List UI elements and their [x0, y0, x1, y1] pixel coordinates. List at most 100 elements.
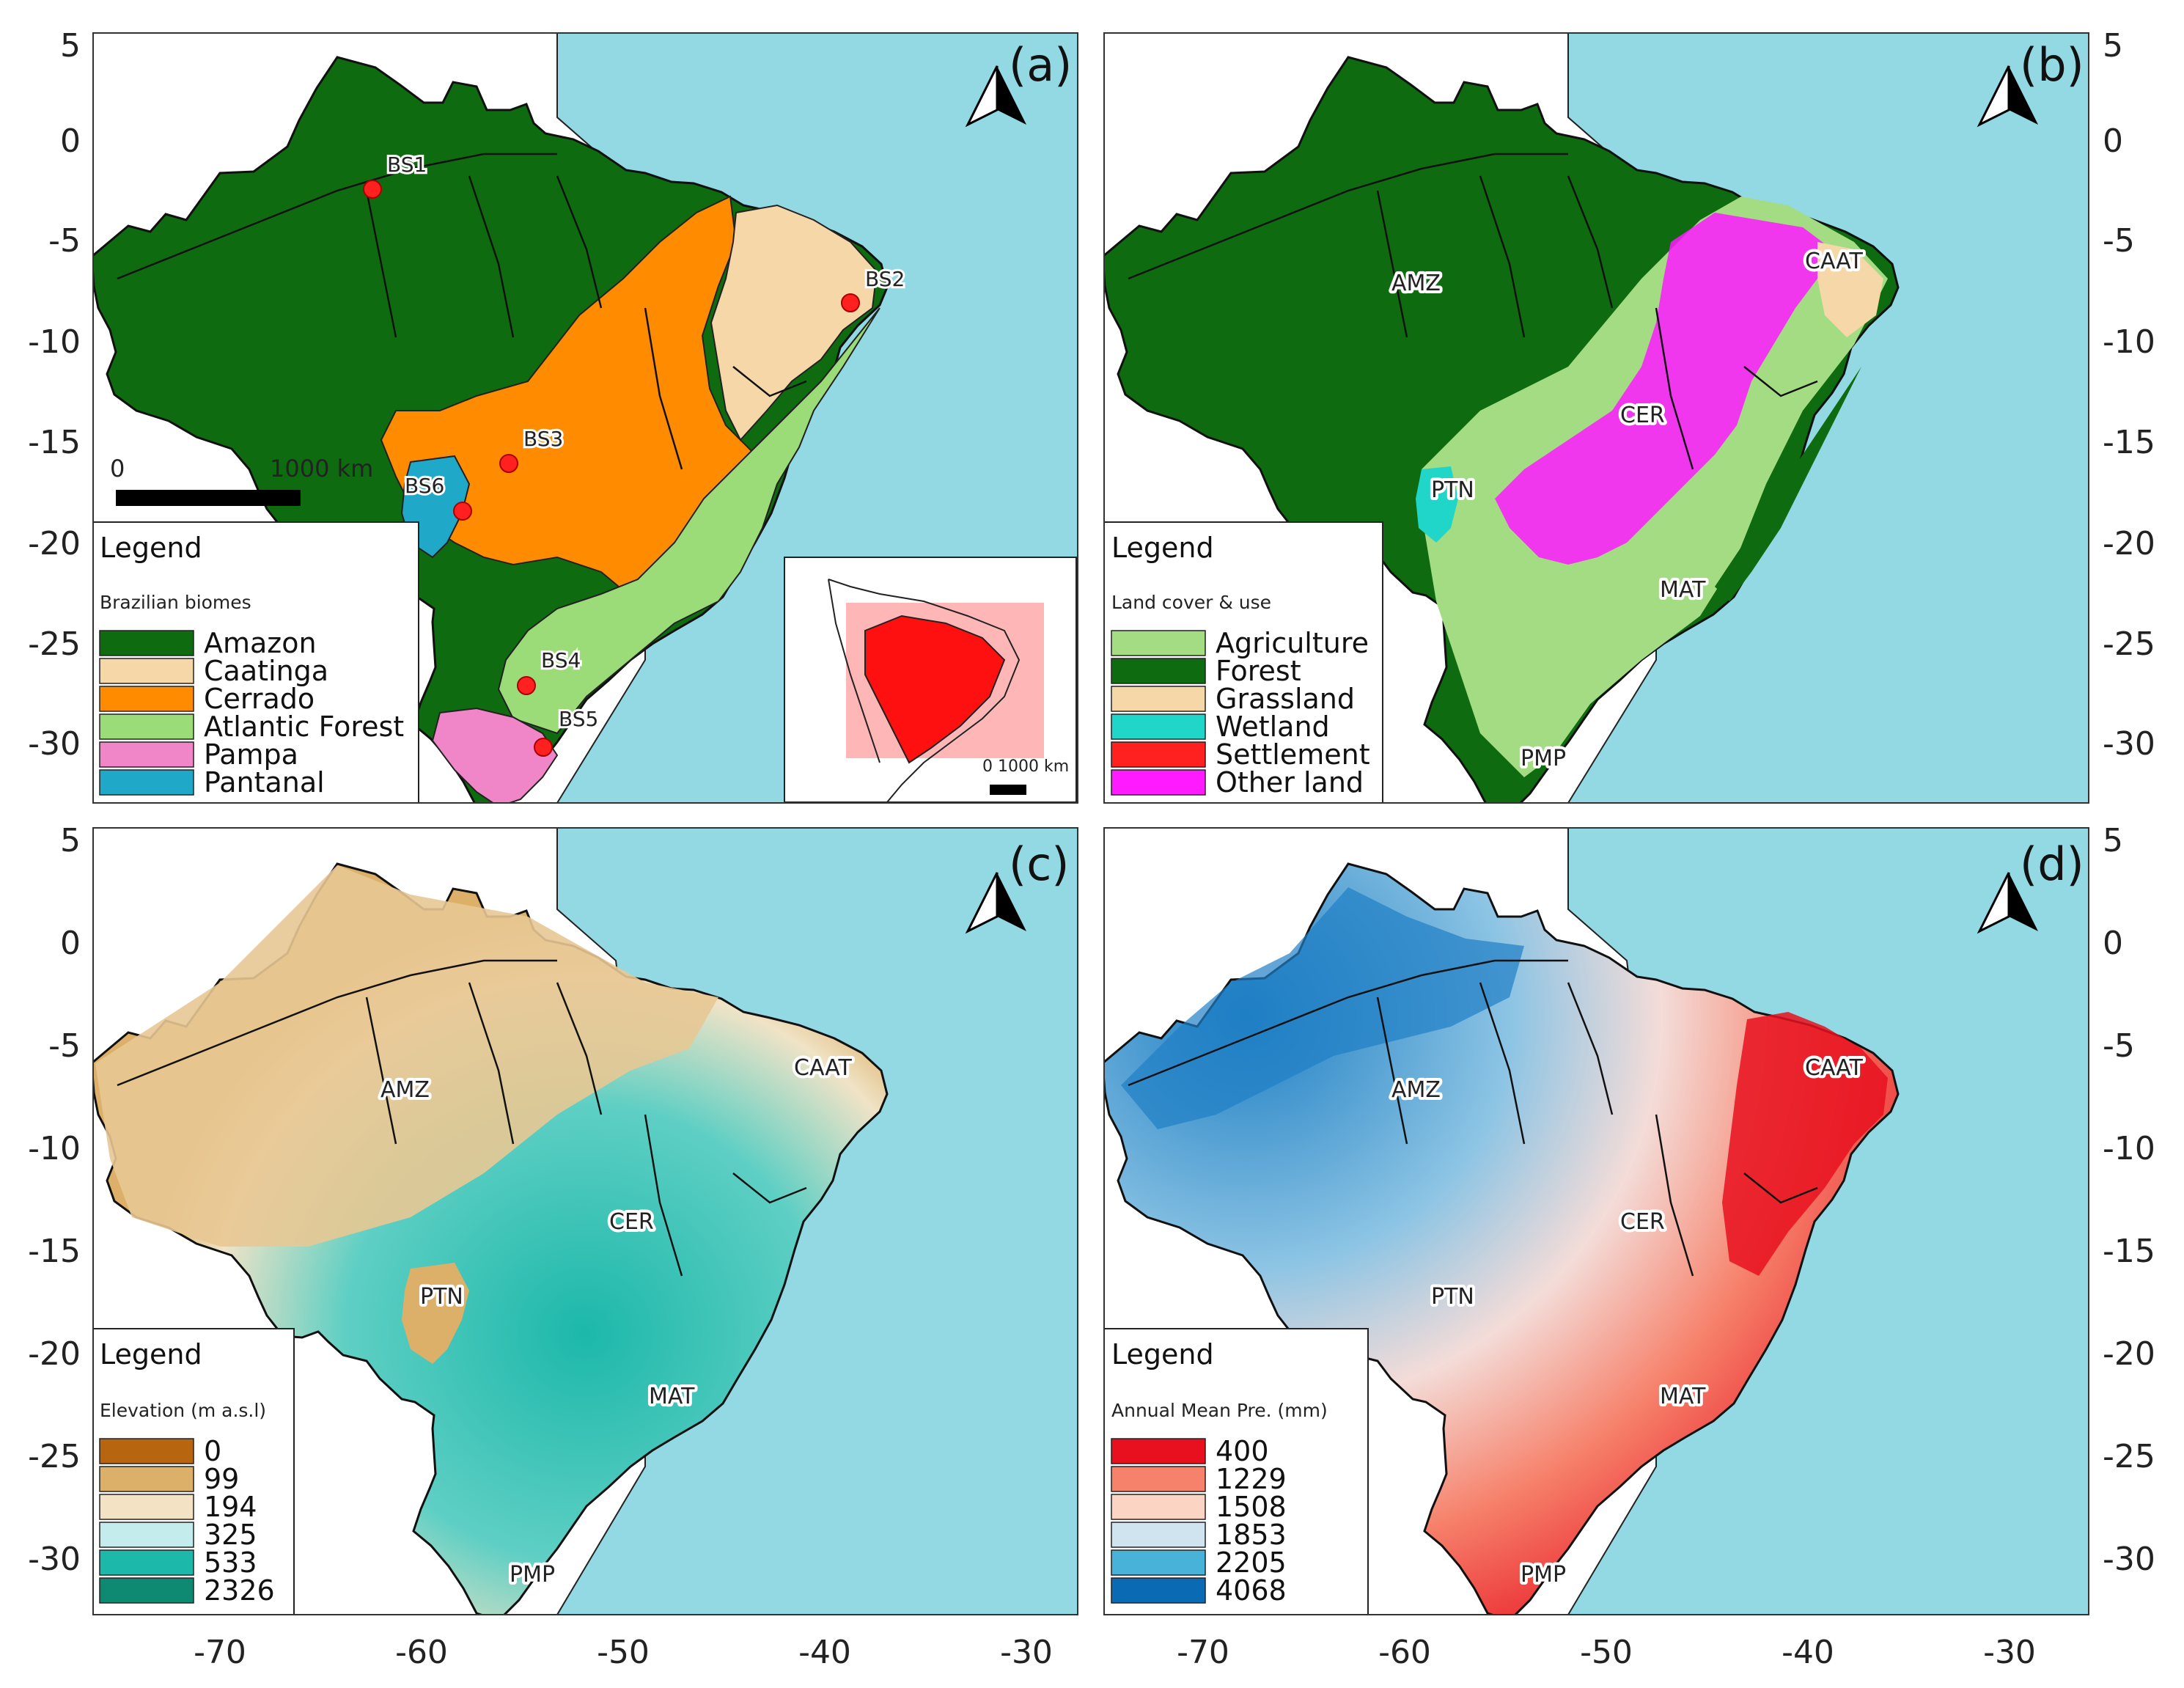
- legend-swatch: [1111, 769, 1206, 796]
- legend-item-label: 99: [204, 1463, 239, 1495]
- legend-swatch: [1111, 630, 1206, 656]
- y-tick-label: -25: [28, 1438, 81, 1475]
- legend-item-label: 4068: [1216, 1574, 1287, 1607]
- legend-swatch: [99, 1494, 194, 1520]
- legend-swatch: [99, 741, 194, 768]
- biome-atlantic-forest: [497, 307, 880, 735]
- legend-item-label: Pantanal: [204, 766, 325, 799]
- region-label-caat-c: CAAT: [794, 1055, 852, 1081]
- panel-b: AMZ CAAT CER PTN MAT PMP Legend Land cov…: [1103, 32, 2089, 804]
- region-label-mat-b: MAT: [1660, 577, 1706, 603]
- y-tick-label: -10: [28, 1130, 81, 1167]
- legend-subtitle-b: Land cover & use: [1111, 592, 1271, 613]
- y-tick-label: -30: [28, 725, 81, 763]
- y-tick-label: 0: [2103, 925, 2123, 962]
- region-label-mat-c: MAT: [649, 1384, 695, 1409]
- legend-swatch: [1111, 1522, 1206, 1548]
- site-marker-bs6: [453, 502, 472, 521]
- legend-item-label: 2205: [1216, 1546, 1287, 1579]
- y-tick-label: -10: [2103, 1130, 2155, 1167]
- site-label-bs6: BS6: [405, 474, 444, 498]
- x-tick-label: -60: [1378, 1634, 1431, 1671]
- legend-swatch: [99, 1577, 194, 1604]
- legend-item-label: Cerrado: [204, 683, 315, 715]
- rivers-b: [1128, 153, 1818, 470]
- y-tick-label: -10: [28, 323, 81, 361]
- region-label-amz-c: AMZ: [380, 1077, 430, 1103]
- y-tick-label: 5: [60, 27, 81, 65]
- panel-label-d: (d): [2020, 837, 2084, 891]
- legend-item-label: 533: [204, 1546, 257, 1579]
- x-tick-label: -40: [1782, 1634, 1834, 1671]
- region-label-cer-b: CER: [1620, 403, 1665, 428]
- x-tick-label: -70: [194, 1634, 246, 1671]
- legend-a: Legend Brazilian biomes AmazonCaatingaCe…: [93, 521, 419, 803]
- legend-item-label: Pampa: [204, 738, 298, 771]
- panel-label-a: (a): [1009, 38, 1072, 92]
- legend-item-label: 400: [1216, 1435, 1269, 1467]
- y-tick-label: -20: [28, 1335, 81, 1373]
- region-label-amz-b: AMZ: [1391, 271, 1441, 296]
- y-tick-label: -30: [2103, 1541, 2155, 1578]
- y-tick-label: -10: [2103, 323, 2155, 361]
- panel-label-b: (b): [2020, 38, 2084, 92]
- legend-swatch: [99, 1466, 194, 1492]
- scale-start: 0: [110, 455, 125, 482]
- landcover-other-land: [1495, 213, 1832, 565]
- x-axis: -70 -60 -50 -40 -30 -70 -60 -50 -40 -30: [194, 1634, 2036, 1671]
- y-tick-label: -20: [28, 525, 81, 562]
- region-label-mat-d: MAT: [1660, 1384, 1706, 1409]
- y-tick-label: 0: [60, 122, 81, 160]
- region-label-pmp-b: PMP: [1521, 746, 1566, 771]
- legend-item-label: Amazon: [204, 627, 317, 659]
- legend-swatch: [1111, 658, 1206, 684]
- legend-swatch: [1111, 741, 1206, 768]
- inset-brazil: [864, 614, 1006, 764]
- scale-end: 1000 km: [270, 455, 373, 482]
- rivers-a: [117, 153, 807, 470]
- legend-item-label: Agriculture: [1216, 627, 1369, 659]
- legend-swatch: [99, 769, 194, 796]
- legend-swatch: [1111, 1577, 1206, 1604]
- legend-item-label: Other land: [1216, 766, 1364, 799]
- north-arrow-b: [1977, 65, 2038, 128]
- y-tick-label: -30: [2103, 725, 2155, 763]
- site-label-bs4: BS4: [541, 648, 581, 672]
- legend-swatch: [1111, 1438, 1206, 1464]
- legend-title-c: Legend: [100, 1338, 202, 1370]
- panel-c: AMZ CAAT CER PTN MAT PMP Legend Elevatio…: [92, 827, 1078, 1615]
- rivers-c: [117, 959, 807, 1277]
- inset-scale-label: 0 1000 km: [982, 757, 1069, 776]
- legend-swatch: [1111, 1466, 1206, 1492]
- legend-title-b: Legend: [1111, 532, 1214, 564]
- region-label-caat-d: CAAT: [1805, 1055, 1863, 1081]
- legend-c: Legend Elevation (m a.s.l) 0991943255332…: [93, 1328, 295, 1615]
- panel-a: BS1 BS2 BS3 BS4 BS5 BS6 0 1000 km: [92, 32, 1078, 804]
- site-label-bs3: BS3: [523, 427, 563, 451]
- y-tick-label: -5: [2103, 1027, 2135, 1065]
- legend-swatch: [1111, 686, 1206, 712]
- site-marker-bs4: [517, 676, 536, 695]
- y-tick-label: 0: [2103, 122, 2123, 160]
- landcover-grassland: [1817, 242, 1883, 337]
- legend-swatch: [1111, 1494, 1206, 1520]
- legend-subtitle-d: Annual Mean Pre. (mm): [1111, 1400, 1328, 1421]
- y-tick-label: 0: [60, 925, 81, 962]
- elevation-pantanal-lowland: [402, 1263, 469, 1364]
- landcover-wetland: [1416, 466, 1458, 543]
- y-axis-left-top: 5 0 -5 -10 -15 -20 -25 -30: [28, 27, 81, 763]
- region-label-caat-b: CAAT: [1805, 249, 1863, 274]
- panel-d: AMZ CAAT CER PTN MAT PMP Legend Annual M…: [1103, 827, 2089, 1615]
- north-arrow-d: [1977, 872, 2038, 934]
- y-tick-label: -30: [28, 1541, 81, 1578]
- site-marker-bs5: [534, 738, 553, 757]
- north-arrow-a: [965, 65, 1026, 128]
- region-label-pmp-c: PMP: [510, 1562, 555, 1588]
- y-tick-label: -20: [2103, 1335, 2155, 1373]
- legend-swatch: [99, 686, 194, 712]
- legend-b: Legend Land cover & use AgricultureFores…: [1104, 521, 1383, 803]
- y-tick-label: -25: [2103, 1438, 2155, 1475]
- site-label-bs5: BS5: [559, 707, 598, 731]
- legend-item-label: Caatinga: [204, 655, 328, 687]
